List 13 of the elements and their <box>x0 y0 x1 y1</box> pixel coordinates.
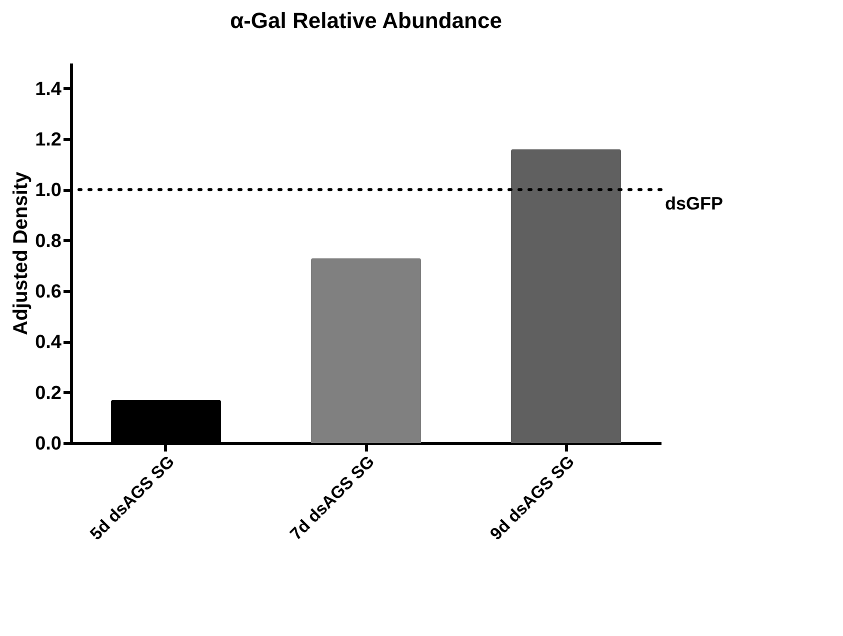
y-tick-label: 0.4 <box>35 332 62 354</box>
y-tick-label: 0.8 <box>35 230 62 252</box>
chart-title: α-Gal Relative Abundance <box>230 8 502 33</box>
y-tick-label: 1.0 <box>35 180 62 202</box>
ref-line-label: dsGFP <box>665 194 724 214</box>
y-tick-label: 1.2 <box>35 130 62 150</box>
bar <box>311 258 421 443</box>
y-tick-label: 1.4 <box>35 78 62 100</box>
y-tick-label: 0.0 <box>35 434 62 454</box>
bar <box>511 149 621 443</box>
y-axis-title: Adjusted Density <box>10 170 32 336</box>
y-tick-label: 0.6 <box>35 282 62 302</box>
y-tick-label: 0.2 <box>35 382 62 404</box>
